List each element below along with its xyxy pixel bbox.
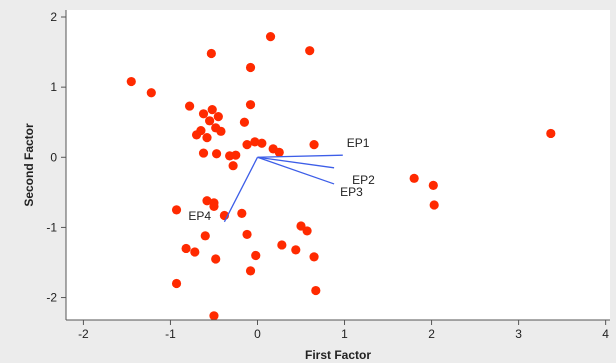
- x-tick-label: 2: [428, 327, 435, 341]
- data-point: [228, 161, 238, 171]
- data-point: [190, 247, 200, 257]
- data-point: [213, 112, 223, 122]
- x-axis-title: First Factor: [305, 348, 371, 362]
- data-point: [200, 231, 210, 241]
- data-point: [277, 240, 287, 250]
- data-point: [291, 245, 301, 255]
- data-point: [245, 62, 256, 73]
- ticks-layer: -2 -1 0 1 2 3 4 2 1 0 -1 -2: [46, 10, 609, 341]
- data-point: [242, 140, 252, 150]
- y-tick-label: 2: [50, 10, 57, 24]
- y-tick-label: 1: [50, 80, 57, 94]
- data-point: [146, 88, 156, 98]
- data-point: [257, 138, 267, 148]
- x-tick-label: 0: [254, 327, 261, 341]
- data-point: [216, 126, 226, 136]
- data-point: [237, 208, 247, 218]
- data-point: [428, 180, 438, 190]
- x-tick-label: 3: [515, 327, 522, 341]
- vector-ep1: [257, 154, 343, 158]
- data-point: [181, 243, 191, 254]
- vector-label-ep3: EP3: [340, 185, 363, 199]
- data-point: [198, 148, 209, 158]
- data-point: [302, 226, 312, 236]
- data-point: [309, 140, 319, 150]
- data-point: [126, 76, 136, 87]
- data-point: [231, 150, 241, 160]
- data-point: [202, 133, 212, 143]
- plot-area: [66, 10, 610, 320]
- data-point: [546, 128, 556, 139]
- data-point: [305, 46, 315, 56]
- data-point: [171, 278, 182, 289]
- data-point: [202, 196, 212, 206]
- y-tick-label: -2: [46, 291, 57, 305]
- data-point: [409, 173, 419, 183]
- vector-ep3: [257, 156, 335, 185]
- data-point: [171, 205, 182, 215]
- data-point: [245, 100, 256, 110]
- data-point: [211, 149, 222, 159]
- x-tick-label: 1: [341, 327, 348, 341]
- data-point: [209, 201, 219, 211]
- axes-layer: [65, 10, 610, 321]
- x-tick-label: 4: [602, 327, 609, 341]
- vector-label-ep1: EP1: [347, 136, 370, 150]
- x-tick-label: -2: [78, 327, 89, 341]
- data-point: [309, 252, 319, 262]
- data-point: [250, 137, 260, 147]
- data-point: [206, 48, 216, 59]
- data-point: [429, 200, 439, 210]
- data-point: [296, 221, 306, 231]
- data-point: [274, 147, 284, 157]
- vector-ep2: [257, 156, 335, 169]
- data-point: [209, 311, 219, 321]
- data-point: [251, 250, 261, 261]
- data-point: [191, 130, 202, 140]
- data-point: [184, 101, 195, 111]
- data-point: [207, 104, 217, 115]
- data-point: [265, 32, 276, 42]
- vector-ep4: [223, 156, 259, 223]
- y-tick-label: -1: [46, 220, 57, 234]
- vector-label-ep4: EP4: [188, 209, 211, 223]
- x-tick-label: -1: [165, 327, 176, 341]
- data-point: [311, 285, 321, 296]
- y-tick-label: 0: [50, 150, 57, 164]
- data-point: [205, 116, 215, 126]
- data-point: [245, 266, 256, 276]
- vector-label-ep2: EP2: [352, 173, 375, 187]
- data-point: [242, 229, 252, 240]
- data-point: [198, 109, 209, 119]
- data-point: [211, 254, 221, 264]
- points-layer: [126, 32, 556, 321]
- y-axis-title: Second Factor: [22, 123, 36, 207]
- data-point: [239, 117, 250, 127]
